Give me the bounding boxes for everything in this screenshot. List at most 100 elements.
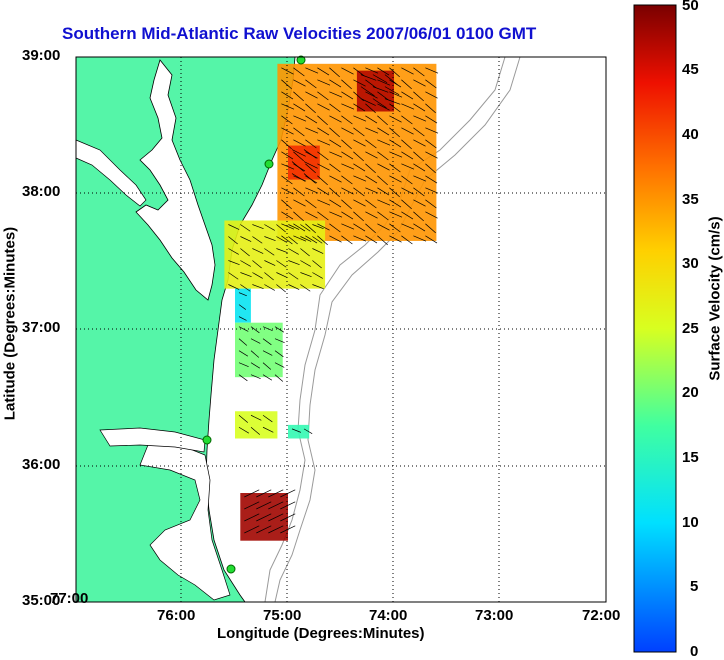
velocity-vector [377,175,388,186]
velocity-vector [238,316,247,321]
velocity-vector [276,284,286,293]
velocity-vector [240,236,252,242]
velocity-region [235,322,283,378]
velocity-vector [293,199,306,207]
velocity-vector [317,151,329,161]
velocity-vector [281,127,294,135]
velocity-vector [305,211,318,219]
velocity-vector [305,163,316,174]
y-tick-label: 39:00 [22,47,61,64]
velocity-vector [305,187,319,194]
velocity-vector [291,161,304,172]
velocity-vector [288,260,300,266]
velocity-vector [281,67,294,75]
velocity-vector [317,67,330,76]
velocity-vector [317,211,329,221]
colorbar-tick-label: 0 [690,643,699,660]
velocity-vector [244,513,260,522]
velocity-vector [252,260,262,269]
velocity-vector [274,338,285,343]
velocity-vector [293,115,307,122]
velocity-vector [281,103,295,110]
velocity-vector [413,91,424,102]
velocity-vector [317,115,328,126]
velocity-vector [276,224,286,233]
velocity-vector [274,326,285,333]
velocity-vector [281,163,295,170]
velocity-vector [250,374,261,379]
colorbar-tick-label: 10 [682,514,699,531]
velocity-vector [291,149,306,157]
velocity-vector [291,428,301,433]
velocity-vector [288,284,300,290]
velocity-vector [305,67,319,74]
velocity-vector [389,103,401,113]
velocity-vector [317,103,330,111]
velocity-vector [401,235,413,245]
velocity-vector [365,175,378,184]
velocity-vector [401,103,415,110]
velocity-vector [288,224,300,230]
velocity-vector [389,79,402,88]
bathymetry-contour [274,56,521,603]
velocity-vector [238,326,249,332]
velocity-vector [353,127,365,137]
velocity-vector [341,175,353,185]
chart-title: Southern Mid-Atlantic Raw Velocities 200… [62,24,537,43]
velocity-vector [276,248,288,254]
colorbar-tick-label: 30 [682,255,699,272]
velocity-vector [329,139,342,148]
velocity-vector [305,127,319,134]
velocity-vector [329,163,341,173]
velocity-vector [413,103,426,112]
velocity-vector [389,127,400,138]
velocity-vector [353,103,366,112]
velocity-vector [252,236,263,244]
velocity-vector [365,79,377,89]
velocity-vector [268,513,284,522]
velocity-vector [280,525,296,534]
velocity-vector [281,151,294,160]
velocity-vector [425,199,437,209]
albemarle-sound [99,427,206,453]
velocity-vector [244,489,260,498]
velocity-vector [341,67,354,75]
velocity-vector [341,199,352,210]
velocity-vector [377,199,391,206]
colorbar-tick-label: 20 [682,384,699,401]
velocity-vector [341,235,353,245]
velocity-vector [317,91,329,101]
velocity-vector [389,163,401,173]
velocity-vector [293,223,306,232]
velocity-vector [281,187,294,195]
velocity-vector [365,67,379,74]
velocity-vector [389,175,402,183]
velocity-vector [293,79,306,87]
velocity-vector [377,187,390,196]
velocity-vector [281,235,293,245]
velocity-vector [276,236,287,243]
velocity-vector [377,223,390,231]
velocity-vector [268,501,284,510]
velocity-vector [244,501,260,510]
velocity-vector [268,489,284,498]
velocity-vector [401,139,412,150]
grid [76,57,606,602]
velocity-vector [389,235,402,243]
velocity-vector [329,187,340,198]
velocity-vector [262,362,272,370]
velocity-vector [300,236,312,242]
velocity-vector [353,223,366,232]
x-tick-label: 72:00 [582,607,621,624]
pamlico-sound [139,439,231,601]
velocity-vector [329,79,342,88]
velocity-vector [413,235,427,242]
velocity-vector [413,211,424,222]
velocity-vector [401,91,414,100]
velocity-vector [425,211,438,219]
velocity-vector [329,127,340,138]
velocity-vector [341,79,352,90]
radar-site-marker [202,435,212,445]
velocity-vector [413,115,427,122]
velocity-vector [353,139,366,147]
